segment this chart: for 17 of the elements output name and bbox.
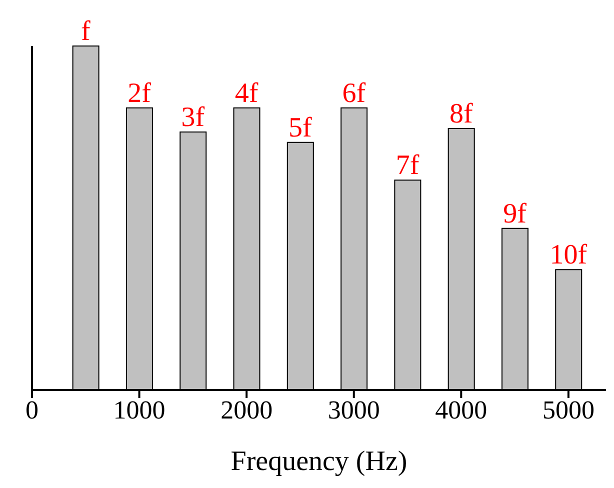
annotation: 5f <box>288 112 313 144</box>
annotation: 8f <box>449 98 474 130</box>
annotation: 7f <box>396 150 420 182</box>
annotation: 6f <box>342 78 366 109</box>
x-tick-label: 2000 <box>220 395 273 424</box>
x-tick-label: 0 <box>26 395 38 424</box>
x-tick-label: 3000 <box>328 395 380 424</box>
annotation: 4f <box>234 78 259 109</box>
annotation: 3f <box>181 102 206 133</box>
x-axis-title: Frequency (Hz) <box>230 446 408 477</box>
annotation: 9f <box>503 198 528 230</box>
annotation: 10f <box>550 240 588 271</box>
x-tick-label: 4000 <box>435 395 488 424</box>
annotation: 2f <box>128 78 152 109</box>
x-tick-label: 5000 <box>542 395 594 424</box>
annotation: f <box>80 16 91 47</box>
x-tick-label: 1000 <box>113 395 166 424</box>
